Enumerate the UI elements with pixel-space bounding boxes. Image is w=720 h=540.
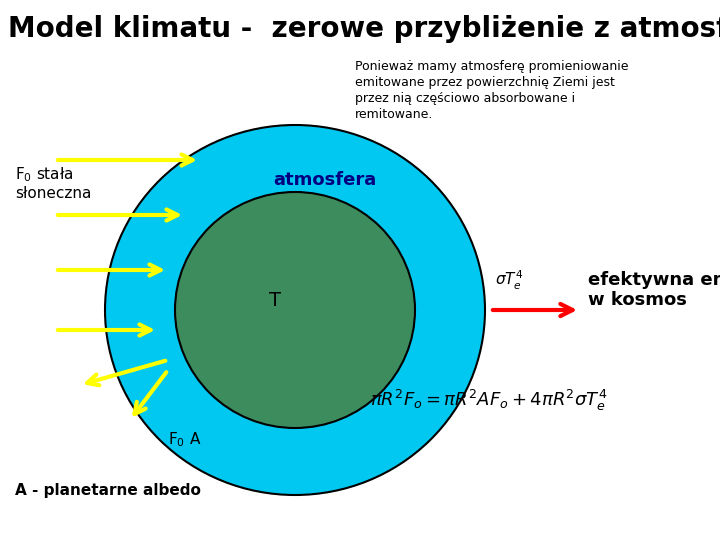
Text: $\pi R^{2}F_{o} = \pi R^{2}AF_{o} + 4\pi R^{2}\sigma T_{e}^{4}$: $\pi R^{2}F_{o} = \pi R^{2}AF_{o} + 4\pi… [370,388,607,413]
Text: $\sigma T_e^4$: $\sigma T_e^4$ [495,268,523,292]
Ellipse shape [105,125,485,495]
Ellipse shape [175,192,415,428]
Text: Ponieważ mamy atmosferę promieniowanie
emitowane przez powierzchnię Ziemi jest
p: Ponieważ mamy atmosferę promieniowanie e… [355,60,629,121]
Text: efektywna emisja
w kosmos: efektywna emisja w kosmos [588,271,720,309]
Text: F$_0$ A: F$_0$ A [168,430,202,449]
Text: T: T [269,291,281,309]
Text: A - planetarne albedo: A - planetarne albedo [15,483,201,497]
Text: Model klimatu -  zerowe przybliżenie z atmosferą: Model klimatu - zerowe przybliżenie z at… [8,15,720,43]
Text: atmosfera: atmosfera [274,171,377,189]
Text: F$_0$ stała
słoneczna: F$_0$ stała słoneczna [15,165,91,201]
